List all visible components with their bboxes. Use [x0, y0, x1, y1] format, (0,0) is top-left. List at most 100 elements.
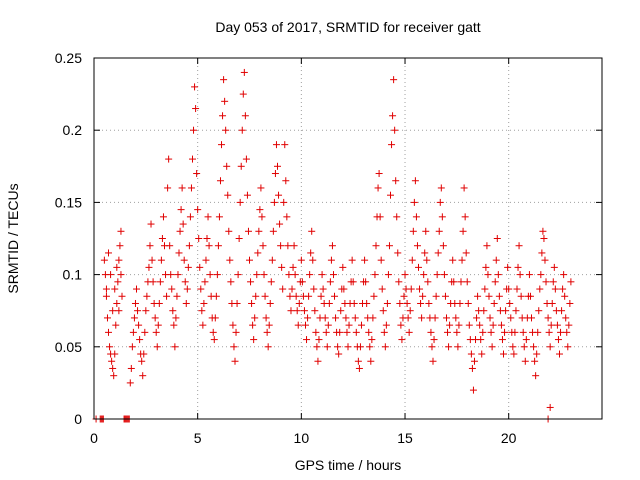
data-point	[215, 213, 223, 221]
data-point	[408, 256, 416, 264]
data-point	[495, 292, 503, 300]
data-point	[395, 278, 403, 286]
data-point	[414, 263, 422, 271]
data-point	[336, 328, 344, 336]
data-point	[467, 350, 475, 358]
data-point	[251, 314, 259, 322]
data-point	[538, 249, 546, 257]
data-point	[340, 285, 348, 293]
data-point	[279, 285, 287, 293]
data-point	[257, 184, 265, 192]
data-point	[303, 336, 311, 344]
data-point	[274, 162, 282, 170]
data-point	[500, 350, 508, 358]
data-point	[487, 328, 495, 336]
data-point	[275, 191, 283, 199]
data-point	[196, 263, 204, 271]
data-point	[465, 321, 473, 329]
data-point	[118, 292, 126, 300]
y-tick-label: 0	[74, 411, 82, 427]
data-point	[243, 191, 251, 199]
data-point	[178, 184, 186, 192]
data-point	[131, 299, 139, 307]
data-point	[419, 292, 427, 300]
data-point	[397, 321, 405, 329]
data-point	[311, 307, 319, 315]
data-point	[437, 184, 445, 192]
data-point	[157, 256, 165, 264]
data-point	[271, 170, 279, 178]
data-point	[362, 278, 370, 286]
data-point	[106, 343, 114, 351]
data-point	[141, 328, 149, 336]
data-point	[126, 379, 134, 387]
data-point	[250, 336, 258, 344]
data-point	[145, 263, 153, 271]
data-point	[416, 285, 424, 293]
data-point	[383, 299, 391, 307]
data-point	[254, 249, 262, 257]
data-point	[281, 141, 289, 149]
data-point	[218, 141, 226, 149]
data-point	[109, 364, 117, 372]
data-point	[549, 278, 557, 286]
data-point	[308, 227, 316, 235]
data-point	[128, 343, 136, 351]
data-point	[165, 155, 173, 163]
data-point	[291, 271, 299, 279]
data-point	[445, 343, 453, 351]
y-tick-label: 0.25	[55, 50, 82, 66]
data-point	[327, 256, 335, 264]
data-point	[222, 126, 230, 134]
data-point	[239, 90, 247, 98]
data-point	[321, 314, 329, 322]
data-point	[285, 271, 293, 279]
data-point	[371, 271, 379, 279]
data-point	[294, 321, 302, 329]
data-point	[536, 285, 544, 293]
data-point	[521, 357, 529, 365]
data-point	[361, 256, 369, 264]
data-point	[284, 242, 292, 250]
data-point	[517, 292, 525, 300]
data-point	[229, 321, 237, 329]
data-point	[393, 213, 401, 221]
data-point	[147, 220, 155, 228]
data-point	[184, 263, 192, 271]
data-point	[230, 343, 238, 351]
data-point	[444, 328, 452, 336]
data-point	[163, 292, 171, 300]
data-point	[488, 343, 496, 351]
data-point	[547, 321, 555, 329]
data-point	[490, 299, 498, 307]
data-point	[533, 350, 541, 358]
data-point	[318, 271, 326, 279]
data-point	[497, 321, 505, 329]
data-point	[112, 321, 120, 329]
data-point	[355, 364, 363, 372]
data-point	[427, 328, 435, 336]
data-point	[531, 357, 539, 365]
data-point	[298, 278, 306, 286]
data-point	[277, 242, 285, 250]
data-point	[206, 271, 214, 279]
data-point	[234, 271, 242, 279]
data-point	[264, 343, 272, 351]
data-point	[535, 307, 543, 315]
data-point	[436, 198, 444, 206]
data-point	[525, 271, 533, 279]
data-point	[546, 403, 554, 411]
data-point	[309, 256, 317, 264]
axis-ticks	[93, 57, 602, 420]
data-point	[431, 314, 439, 322]
data-point	[435, 227, 443, 235]
data-point	[411, 177, 419, 185]
data-point	[276, 220, 284, 228]
grid	[93, 57, 602, 420]
data-point	[439, 242, 447, 250]
data-point	[117, 227, 125, 235]
data-point	[337, 307, 345, 315]
data-point	[554, 336, 562, 344]
data-point	[305, 292, 313, 300]
data-points	[92, 68, 575, 423]
